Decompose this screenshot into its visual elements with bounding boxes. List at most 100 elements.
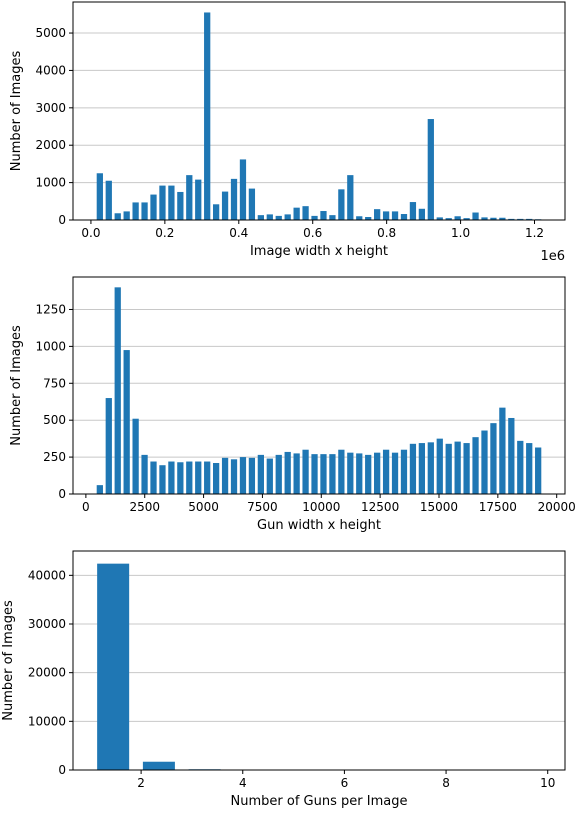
y-tick-label: 1000 [35, 339, 66, 353]
x-tick-label: 0.8 [377, 226, 396, 240]
bar [105, 398, 112, 494]
bar [266, 458, 273, 494]
bar [248, 188, 256, 220]
y-tick-label: 0 [58, 763, 66, 777]
bar [204, 12, 211, 220]
bar [257, 215, 264, 220]
x-tick-label: 4 [239, 776, 247, 790]
bar [454, 216, 461, 220]
bar [356, 216, 363, 220]
bar [472, 437, 479, 494]
y-tick-label: 750 [43, 376, 66, 390]
y-tick-label: 500 [43, 413, 66, 427]
bar [499, 217, 506, 220]
y-tick-label: 250 [43, 450, 66, 464]
bar [445, 218, 452, 220]
bar [517, 218, 524, 220]
y-tick-label: 20000 [28, 666, 66, 680]
bar [230, 459, 238, 494]
bar [177, 191, 184, 220]
x-tick-label: 1.0 [451, 226, 470, 240]
bar [177, 462, 184, 494]
bar [266, 214, 273, 220]
bar [275, 454, 282, 494]
bar [212, 463, 220, 494]
bar [97, 563, 130, 770]
bar [275, 215, 282, 220]
bar [204, 461, 211, 494]
bar [168, 185, 175, 220]
bar [374, 452, 381, 494]
y-tick-label: 5000 [35, 26, 66, 40]
bar [356, 453, 363, 494]
bar [123, 211, 130, 220]
bar [418, 208, 426, 220]
bar [105, 180, 112, 220]
bar [123, 350, 130, 494]
y-tick-label: 0 [58, 487, 66, 501]
bar [248, 457, 256, 494]
bar [150, 461, 157, 494]
bar [293, 453, 300, 494]
bar [320, 454, 327, 494]
bar [114, 213, 121, 220]
y-tick-label: 30000 [28, 617, 66, 631]
bar [382, 211, 390, 220]
bar [320, 211, 327, 220]
bar [347, 452, 354, 494]
bar [481, 217, 488, 220]
y-axis-label: Number of Images [9, 51, 24, 172]
x-tick-label: 8 [442, 776, 450, 790]
x-axis-label: Gun width x height [257, 518, 381, 533]
axes-frame [72, 550, 566, 771]
bar [239, 457, 247, 494]
axes-frame [72, 1, 566, 221]
bar [96, 485, 103, 494]
bar [159, 185, 166, 220]
x-tick-label: 2500 [129, 500, 160, 514]
axes-frame [72, 276, 566, 495]
bar [418, 443, 426, 494]
bar [365, 217, 372, 220]
x-tick-label: 10000 [302, 500, 340, 514]
bar [141, 202, 148, 220]
bar [427, 119, 434, 220]
bar [499, 407, 506, 494]
bar [508, 417, 515, 494]
bar [338, 189, 345, 220]
x-tick-label: 6 [341, 776, 349, 790]
bar [490, 217, 497, 220]
bar [142, 761, 175, 770]
x-tick-label: 1.2 [525, 226, 544, 240]
x-tick-label: 0 [82, 500, 90, 514]
bar [293, 207, 300, 220]
bar [472, 212, 479, 220]
bar [535, 447, 542, 494]
x-axis-label: Image width x height [250, 244, 388, 259]
bar [526, 443, 533, 494]
x-offset-label: 1e6 [540, 249, 565, 264]
bar [409, 202, 417, 220]
bar [391, 211, 399, 220]
bar [230, 178, 238, 220]
x-tick-label: 0.6 [303, 226, 322, 240]
bar [132, 202, 139, 220]
y-axis-label: Number of Images [9, 325, 24, 446]
y-tick-label: 1250 [35, 302, 66, 316]
bar [221, 457, 229, 494]
bar [257, 454, 264, 494]
y-tick-label: 1000 [35, 176, 66, 190]
bar [302, 206, 309, 220]
x-tick-label: 17500 [479, 500, 517, 514]
bar [481, 430, 488, 494]
x-tick-label: 20000 [538, 500, 576, 514]
bar [114, 287, 121, 494]
bar [382, 449, 390, 494]
bar [195, 179, 202, 220]
bar [168, 461, 175, 494]
bar [463, 443, 470, 494]
bar [374, 209, 381, 220]
y-tick-label: 2000 [35, 138, 66, 152]
bar [311, 454, 318, 494]
